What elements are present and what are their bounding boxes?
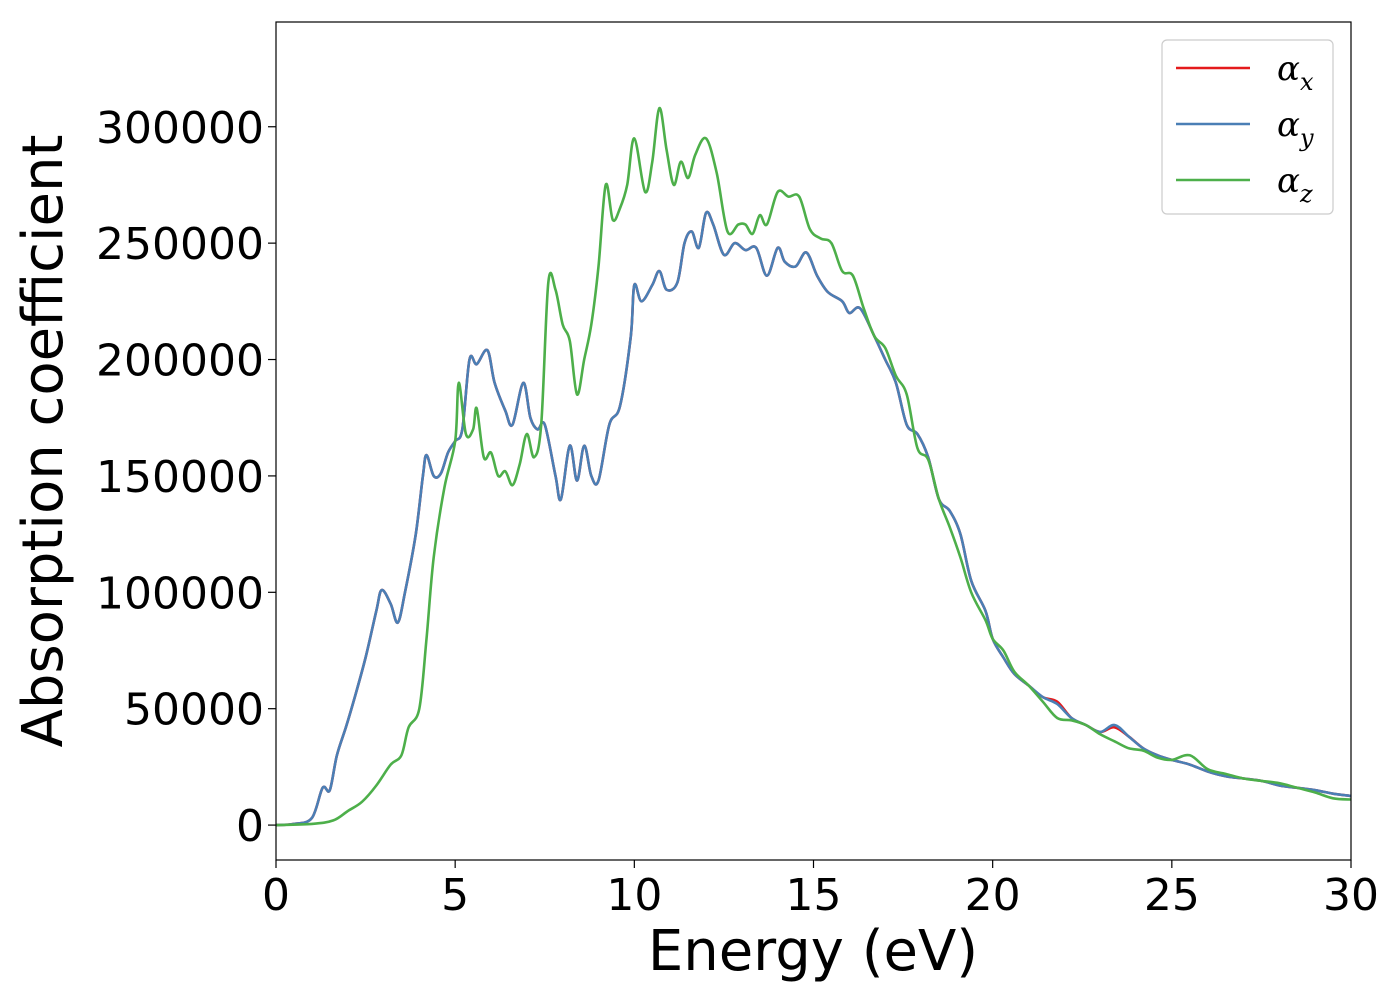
x-tick-label: 30 [1323, 870, 1379, 921]
x-axis-label: Energy (eV) [648, 919, 978, 984]
x-tick-label: 15 [786, 870, 842, 921]
legend-label-main: α [1277, 49, 1300, 89]
y-tick-label: 0 [236, 801, 264, 852]
legend-label-subscript: z [1299, 180, 1313, 208]
x-tick-label: 5 [441, 870, 469, 921]
legend-label-subscript: y [1299, 124, 1314, 152]
x-tick-label: 25 [1144, 870, 1200, 921]
legend-label-y: αy [1277, 105, 1314, 152]
y-tick-label: 50000 [124, 685, 264, 736]
legend-label-subscript: x [1300, 68, 1314, 96]
x-tick-label: 10 [606, 870, 662, 921]
legend-label-x: αx [1277, 49, 1314, 96]
y-tick-label: 300000 [96, 103, 264, 154]
x-axis: 0 5 10 15 20 25 30 [262, 860, 1379, 921]
y-axis: 0 50000 100000 150000 200000 250000 300000 [96, 103, 276, 852]
y-axis-label: Absorption coefficient [11, 135, 76, 748]
legend-label-main: α [1277, 161, 1300, 201]
y-tick-label: 150000 [96, 452, 264, 503]
x-tick-label: 0 [262, 870, 290, 921]
series-line-z [275, 106, 1352, 827]
legend-label-main: α [1277, 105, 1300, 145]
legend-box [1161, 39, 1334, 215]
y-tick-label: 100000 [96, 568, 264, 619]
y-tick-label: 200000 [96, 336, 264, 387]
series-layer [275, 106, 1352, 827]
x-tick-label: 20 [965, 870, 1021, 921]
legend-label-z: αz [1277, 161, 1313, 208]
y-tick-label: 250000 [96, 219, 264, 270]
series-line-y [275, 210, 1352, 827]
